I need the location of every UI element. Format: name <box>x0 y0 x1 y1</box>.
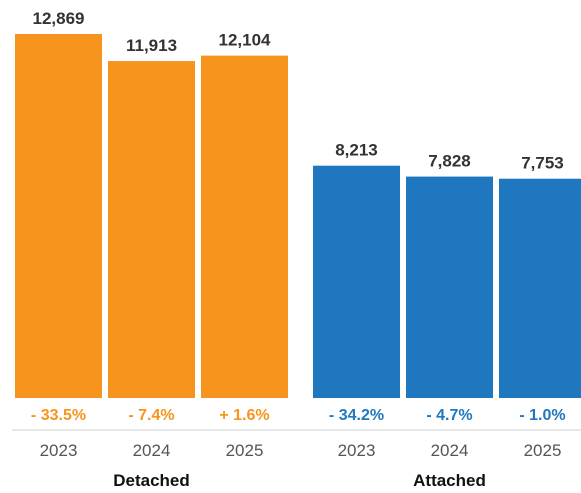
bar-detached-2024 <box>108 61 195 398</box>
year-tick-label-detached-2023: 2023 <box>40 441 78 460</box>
group-label-detached: Detached <box>113 471 190 490</box>
change-label-attached-2025: - 1.0% <box>519 407 565 424</box>
value-label-detached-2024: 11,913 <box>126 36 177 55</box>
change-label-attached-2023: - 34.2% <box>329 407 384 424</box>
labels-layer: 12,869 - 33.5% 2023 11,913 - 7.4% 2024 12,104 +… <box>31 9 566 490</box>
year-tick-label-attached-2025: 2025 <box>524 441 562 460</box>
year-tick-label-attached-2023: 2023 <box>338 441 376 460</box>
value-label-attached-2023: 8,213 <box>335 141 378 160</box>
change-label-detached-2024: - 7.4% <box>128 407 174 424</box>
bar-detached-2025 <box>201 55 288 398</box>
year-tick-label-detached-2024: 2024 <box>133 441 171 460</box>
change-label-detached-2023: - 33.5% <box>31 407 86 424</box>
change-label-attached-2024: - 4.7% <box>426 407 472 424</box>
value-label-detached-2025: 12,104 <box>219 31 272 50</box>
bar-attached-2023 <box>313 165 400 398</box>
year-tick-label-detached-2025: 2025 <box>226 441 264 460</box>
group-label-attached: Attached <box>413 471 486 490</box>
year-tick-label-attached-2024: 2024 <box>431 441 469 460</box>
bar-detached-2023 <box>15 34 102 398</box>
bar-attached-2024 <box>406 176 493 398</box>
value-label-attached-2024: 7,828 <box>428 152 471 171</box>
bar-attached-2025 <box>499 178 581 398</box>
bars-layer <box>15 34 581 398</box>
change-label-detached-2025: + 1.6% <box>219 407 269 424</box>
value-label-attached-2025: 7,753 <box>521 154 564 173</box>
value-label-detached-2023: 12,869 <box>33 9 85 28</box>
